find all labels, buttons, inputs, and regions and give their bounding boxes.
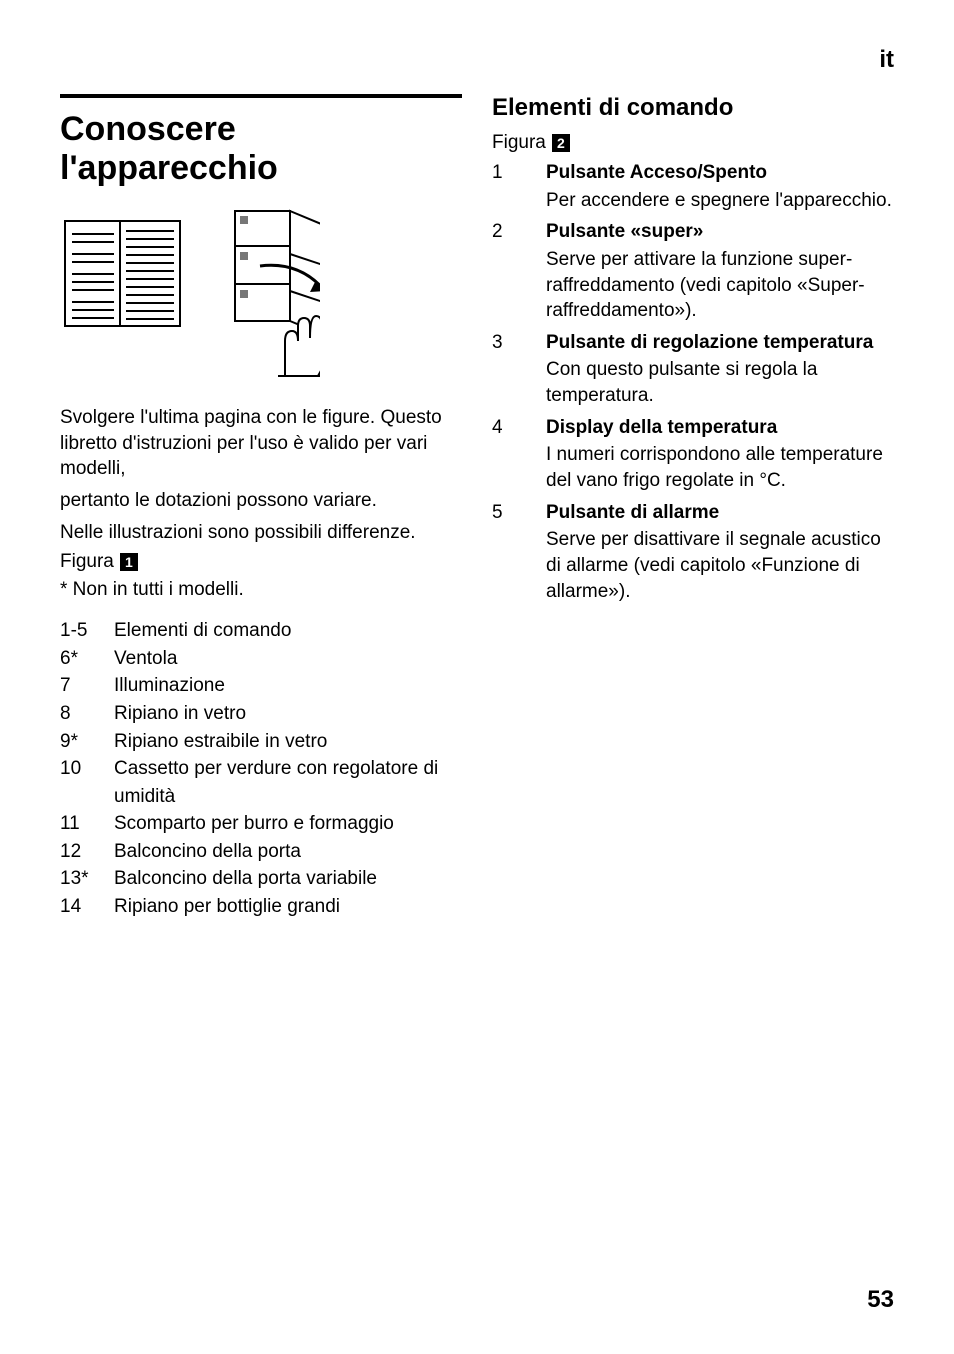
control-item: 2Pulsante «super»Serve per attivare la f… <box>492 219 894 324</box>
control-item-number: 3 <box>492 330 546 409</box>
language-label: it <box>879 46 894 74</box>
left-para-1: Svolgere l'ultima pagina con le figure. … <box>60 405 462 482</box>
control-item-number: 2 <box>492 219 546 324</box>
control-item-title: Pulsante Acceso/Spento <box>546 160 894 186</box>
control-item-content: Pulsante di allarmeServe per disattivare… <box>546 500 894 605</box>
list-item-number: 13* <box>60 865 114 893</box>
list-item: 8Ripiano in vetro <box>60 700 462 728</box>
list-item: 13*Balconcino della porta variabile <box>60 865 462 893</box>
control-item-description: Serve per disattivare il segnale acustic… <box>546 527 894 604</box>
control-item-title: Pulsante di regolazione temperatura <box>546 330 894 356</box>
control-item: 1Pulsante Acceso/SpentoPer accendere e s… <box>492 160 894 213</box>
list-item-number: 10 <box>60 755 114 810</box>
left-footnote: * Non in tutti i modelli. <box>60 579 462 601</box>
control-item-number: 5 <box>492 500 546 605</box>
left-column: Conoscere l'apparecchio <box>60 94 462 920</box>
list-item: 14Ripiano per bottiglie grandi <box>60 893 462 921</box>
right-figura-ref: Figura 2 <box>492 132 894 154</box>
list-item-label: Ventola <box>114 645 177 673</box>
control-item-number: 1 <box>492 160 546 213</box>
control-item: 5Pulsante di allarmeServe per disattivar… <box>492 500 894 605</box>
list-item-number: 8 <box>60 700 114 728</box>
list-item: 10Cassetto per verdure con regolatore di… <box>60 755 462 810</box>
page-number: 53 <box>867 1286 894 1314</box>
list-item-number: 7 <box>60 672 114 700</box>
figura-number-box: 2 <box>552 134 570 152</box>
left-heading: Conoscere l'apparecchio <box>60 110 462 188</box>
list-item-label: Ripiano in vetro <box>114 700 246 728</box>
list-item-label: Ripiano estraibile in vetro <box>114 728 327 756</box>
list-item: 6*Ventola <box>60 645 462 673</box>
control-item-description: I numeri corrispondono alle temperature … <box>546 442 894 493</box>
figura-number-box: 1 <box>120 553 138 571</box>
list-item-number: 1-5 <box>60 617 114 645</box>
list-item: 11Scomparto per burro e formaggio <box>60 810 462 838</box>
list-item: 9*Ripiano estraibile in vetro <box>60 728 462 756</box>
list-item-label: Balconcino della porta <box>114 838 301 866</box>
figura-label: Figura <box>492 132 546 154</box>
list-item-number: 12 <box>60 838 114 866</box>
manual-illustration <box>60 206 462 391</box>
control-item: 3Pulsante di regolazione temperaturaCon … <box>492 330 894 409</box>
left-para-2: pertanto le dotazioni possono variare. <box>60 488 462 514</box>
list-item-label: Scomparto per burro e formaggio <box>114 810 394 838</box>
open-manual-booklet-icon <box>60 206 320 386</box>
list-item: 7Illuminazione <box>60 672 462 700</box>
left-parts-list: 1-5Elementi di comando6*Ventola7Illumina… <box>60 617 462 920</box>
control-item-content: Display della temperaturaI numeri corris… <box>546 415 894 494</box>
list-item-label: Cassetto per verdure con regolatore di u… <box>114 755 462 810</box>
control-item-description: Con questo pulsante si regola la tempera… <box>546 357 894 408</box>
list-item: 1-5Elementi di comando <box>60 617 462 645</box>
content-columns: Conoscere l'apparecchio <box>60 94 894 920</box>
list-item-label: Ripiano per bottiglie grandi <box>114 893 340 921</box>
control-item: 4Display della temperaturaI numeri corri… <box>492 415 894 494</box>
list-item-label: Elementi di comando <box>114 617 291 645</box>
heading-rule <box>60 94 462 98</box>
left-figura-ref: Figura 1 <box>60 551 462 573</box>
list-item-label: Illuminazione <box>114 672 225 700</box>
control-item-description: Per accendere e spegnere l'apparecchio. <box>546 188 894 214</box>
list-item: 12Balconcino della porta <box>60 838 462 866</box>
right-heading: Elementi di comando <box>492 94 894 122</box>
list-item-label: Balconcino della porta variabile <box>114 865 377 893</box>
control-item-description: Serve per attivare la funzione super-raf… <box>546 247 894 324</box>
left-para-3: Nelle illustrazioni sono possibili diffe… <box>60 520 462 546</box>
right-column: Elementi di comando Figura 2 1Pulsante A… <box>492 94 894 920</box>
control-item-title: Display della temperatura <box>546 415 894 441</box>
list-item-number: 11 <box>60 810 114 838</box>
control-item-content: Pulsante «super»Serve per attivare la fu… <box>546 219 894 324</box>
list-item-number: 14 <box>60 893 114 921</box>
figura-label: Figura <box>60 551 114 573</box>
list-item-number: 9* <box>60 728 114 756</box>
control-item-content: Pulsante Acceso/SpentoPer accendere e sp… <box>546 160 894 213</box>
control-item-content: Pulsante di regolazione temperaturaCon q… <box>546 330 894 409</box>
list-item-number: 6* <box>60 645 114 673</box>
control-item-title: Pulsante «super» <box>546 219 894 245</box>
right-controls-list: 1Pulsante Acceso/SpentoPer accendere e s… <box>492 160 894 604</box>
control-item-number: 4 <box>492 415 546 494</box>
control-item-title: Pulsante di allarme <box>546 500 894 526</box>
